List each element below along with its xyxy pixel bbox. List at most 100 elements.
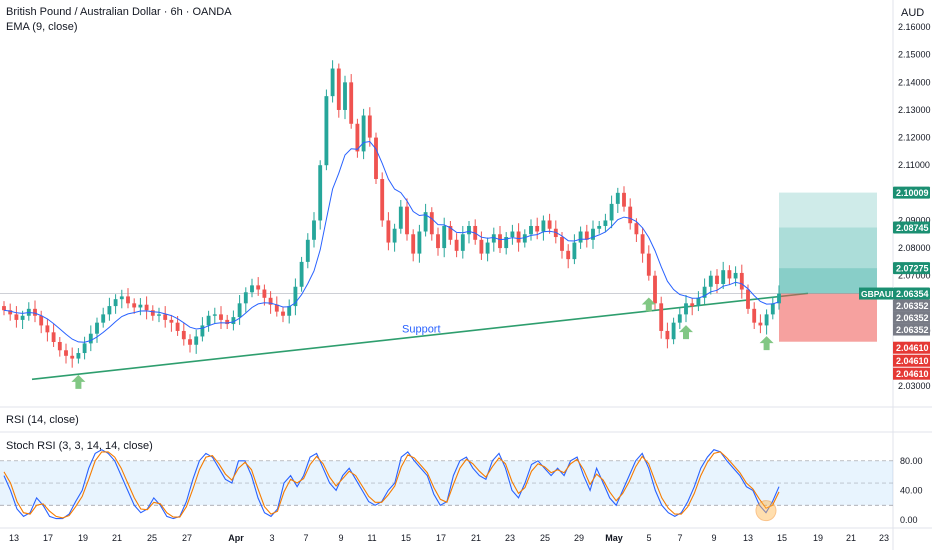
y-tick-label: 2.08000 (898, 243, 931, 253)
candle (702, 286, 707, 298)
candle (33, 308, 37, 316)
candle (287, 306, 292, 316)
ema-indicator-label[interactable]: EMA (9, close) (6, 21, 78, 33)
candle (150, 310, 155, 316)
candle (609, 203, 614, 221)
candle (485, 242, 490, 254)
candle (312, 220, 316, 240)
candle (622, 192, 626, 207)
chart-title: British Pound / Australian Dollar · 6h ·… (6, 6, 232, 18)
candle (566, 250, 571, 260)
candle (603, 220, 608, 226)
entry-price-tag-bg (893, 323, 930, 336)
candle (206, 315, 211, 326)
candle (305, 239, 310, 262)
candle (733, 272, 738, 279)
stoch-y-tick-label: 80.00 (900, 456, 923, 466)
symbol-tag: GBPAUD (861, 289, 897, 299)
x-tick-label: 15 (777, 533, 787, 543)
candle (8, 310, 13, 315)
candle (498, 234, 502, 249)
x-tick-label: 21 (471, 533, 481, 543)
x-tick-label: 17 (43, 533, 53, 543)
candle (163, 314, 168, 320)
candle (336, 68, 341, 110)
candle (739, 272, 744, 290)
candle (157, 314, 161, 316)
candle (14, 314, 19, 320)
candle (324, 96, 329, 166)
entry-price-tag: 2.06352 (896, 313, 929, 323)
x-tick-label: 27 (182, 533, 192, 543)
rsi-indicator-label[interactable]: RSI (14, close) (6, 414, 79, 426)
candle (516, 231, 521, 243)
candle (268, 297, 273, 305)
target-2-price-tag: 2.08745 (896, 223, 929, 233)
candle (504, 237, 509, 249)
support-arrow-marker (679, 325, 693, 340)
support-arrow-marker (641, 297, 656, 312)
candle (101, 314, 106, 323)
x-tick-label: 21 (846, 533, 856, 543)
candle (318, 165, 323, 221)
candle (281, 311, 285, 316)
candle (237, 303, 242, 318)
current-price-tag: 2.06354 (896, 289, 929, 299)
x-tick-label: 29 (574, 533, 584, 543)
ema-line (3, 140, 780, 343)
stop-zone (779, 293, 877, 342)
candle (355, 123, 360, 152)
candle (113, 299, 118, 307)
candle (88, 333, 93, 344)
y-tick-label: 2.16000 (898, 22, 931, 32)
candle (411, 234, 416, 254)
candle (770, 303, 775, 315)
candle (764, 314, 769, 326)
stoch-rsi-indicator-label[interactable]: Stoch RSI (3, 3, 14, 14, close) (6, 440, 153, 452)
candle (708, 275, 713, 287)
candle (70, 355, 75, 359)
candle (529, 225, 533, 235)
candle (256, 285, 261, 290)
candle (491, 234, 496, 243)
x-tick-label: 23 (505, 533, 515, 543)
candle (715, 275, 719, 284)
target-zone-1 (779, 192, 877, 228)
candle (560, 237, 564, 251)
candle (262, 289, 267, 298)
candle (510, 231, 515, 238)
candle (634, 223, 639, 235)
candle (628, 206, 633, 224)
x-tick-label: 13 (743, 533, 753, 543)
candle (299, 261, 304, 287)
stop-price-tag-bg (893, 367, 930, 380)
stop-price-tag: 2.04610 (896, 343, 929, 353)
candle (169, 319, 174, 323)
candle (398, 206, 403, 229)
x-tick-label: 17 (436, 533, 446, 543)
target-3-price-tag: 2.07275 (896, 264, 929, 274)
candle (76, 353, 81, 359)
candle (646, 253, 651, 276)
candle (57, 341, 62, 351)
candle (758, 322, 763, 326)
candle (132, 303, 137, 308)
candle (547, 220, 552, 229)
stop-price-tag-bg (893, 354, 930, 367)
target-2-price-tag-bg (893, 221, 930, 234)
currency-label: AUD (901, 7, 925, 19)
candle (188, 339, 192, 345)
entry-price-tag: 2.06352 (896, 301, 929, 311)
y-tick-label: 2.07000 (898, 271, 931, 281)
candle (250, 285, 254, 293)
candle (293, 286, 298, 307)
candle (541, 220, 546, 232)
candle (126, 296, 130, 304)
target-3-price-tag-bg (893, 262, 930, 275)
y-tick-label: 2.13000 (898, 105, 931, 115)
candle (572, 242, 577, 260)
candle (417, 231, 422, 254)
candle (225, 319, 230, 325)
y-tick-label: 2.15000 (898, 50, 931, 60)
